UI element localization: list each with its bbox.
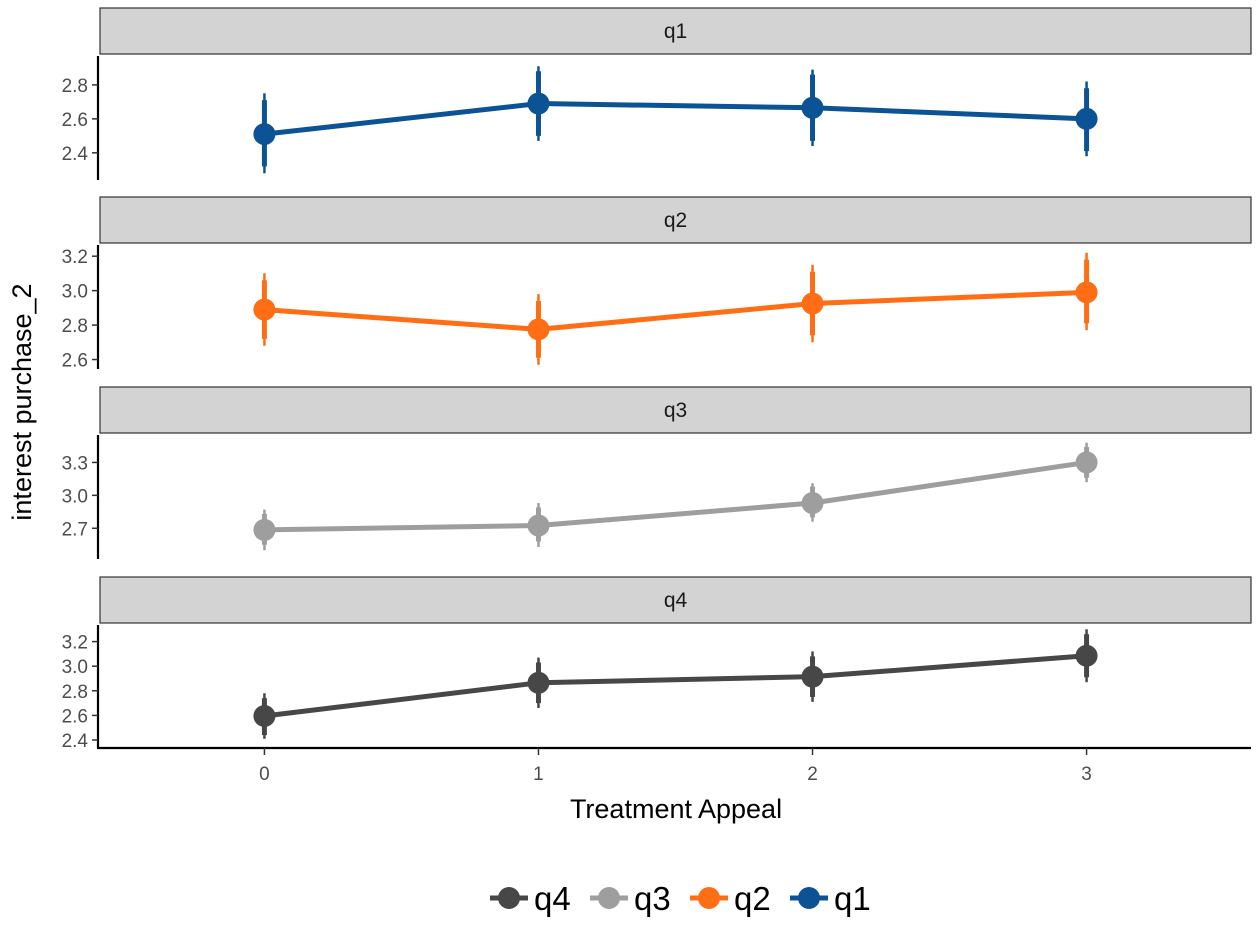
y-tick-label: 3.3 bbox=[62, 453, 88, 474]
x-axis-title: Treatment Appeal bbox=[570, 794, 782, 824]
legend-label: q3 bbox=[634, 880, 671, 917]
strip-label-q4: q4 bbox=[664, 589, 688, 612]
y-tick-label: 2.6 bbox=[62, 351, 88, 372]
data-point-q3 bbox=[527, 514, 550, 537]
strip-q4 bbox=[99, 576, 1252, 624]
legend-item-q4: q4 bbox=[490, 880, 571, 917]
series-line-q2 bbox=[264, 289, 1087, 332]
y-tick-label: 2.6 bbox=[62, 110, 88, 131]
data-point-q1 bbox=[1075, 107, 1098, 130]
y-tick-label: 3.2 bbox=[62, 247, 88, 268]
data-point-q4 bbox=[801, 665, 824, 688]
strip-q1 bbox=[99, 7, 1252, 55]
panel-q2: q2 2.6 2.8 3.0 3.2 bbox=[62, 196, 1252, 372]
y-tick-label: 2.8 bbox=[62, 682, 88, 703]
legend-item-q2: q2 bbox=[690, 880, 771, 917]
x-tick-label: 3 bbox=[1081, 764, 1092, 785]
data-point-q2 bbox=[527, 318, 550, 341]
legend-item-q1: q1 bbox=[790, 880, 871, 917]
series-line-q1 bbox=[264, 101, 1087, 137]
data-point-q1 bbox=[801, 96, 824, 119]
y-tick-label: 3.2 bbox=[62, 633, 88, 654]
y-tick-label: 2.6 bbox=[62, 706, 88, 727]
data-point-q4 bbox=[1075, 644, 1098, 667]
y-tick-label: 3.0 bbox=[62, 282, 88, 303]
y-tick-label: 2.7 bbox=[62, 519, 88, 540]
panel-q3: q3 2.7 3.0 3.3 bbox=[62, 386, 1252, 559]
series-line-q4 bbox=[264, 653, 1087, 719]
legend-key-point bbox=[598, 887, 620, 909]
legend-item-q3: q3 bbox=[590, 880, 671, 917]
x-tick-label: 1 bbox=[533, 764, 544, 785]
y-tick-label: 2.4 bbox=[62, 144, 89, 165]
legend-label: q2 bbox=[734, 880, 771, 917]
y-axis-title: interest purchase_2 bbox=[7, 283, 37, 520]
legend-label: q1 bbox=[834, 880, 871, 917]
data-point-q3 bbox=[801, 492, 824, 515]
data-point-q3 bbox=[1075, 451, 1098, 474]
panels: q1 2.4 2.6 2.8 q2 2.6 2.8 3.0 3.2 q3 2.7 3.0 3.3 q4 2.… bbox=[62, 7, 1252, 752]
data-point-q2 bbox=[1075, 281, 1098, 304]
strip-label-q2: q2 bbox=[664, 209, 687, 232]
x-tick-label: 2 bbox=[807, 764, 818, 785]
x-axis: 0 1 2 3 bbox=[97, 746, 1251, 785]
y-tick-label: 2.8 bbox=[62, 316, 88, 337]
strip-q3 bbox=[99, 386, 1252, 434]
x-tick-label: 0 bbox=[259, 764, 270, 785]
data-point-q2 bbox=[253, 298, 276, 321]
legend: q4 q3 q2 q1 bbox=[490, 880, 871, 917]
strip-label-q3: q3 bbox=[664, 399, 687, 422]
data-point-q4 bbox=[253, 705, 276, 728]
y-tick-label: 3.0 bbox=[62, 657, 88, 678]
legend-key-point bbox=[498, 887, 520, 909]
strip-label-q1: q1 bbox=[664, 20, 687, 43]
legend-key-point bbox=[698, 887, 720, 909]
panel-q1: q1 2.4 2.6 2.8 bbox=[62, 7, 1252, 180]
y-tick-label: 2.8 bbox=[62, 76, 88, 97]
data-point-q2 bbox=[801, 292, 824, 315]
strip-q2 bbox=[99, 196, 1252, 244]
data-point-q3 bbox=[253, 518, 276, 541]
panel-q4: q4 2.4 2.6 2.8 3.0 3.2 bbox=[62, 576, 1252, 752]
data-point-q1 bbox=[527, 92, 550, 115]
legend-key-point bbox=[798, 887, 820, 909]
y-tick-label: 2.4 bbox=[62, 731, 89, 752]
series-line-q3 bbox=[264, 459, 1087, 533]
legend-label: q4 bbox=[534, 880, 571, 917]
data-point-q1 bbox=[253, 123, 276, 146]
data-point-q4 bbox=[527, 671, 550, 694]
y-tick-label: 3.0 bbox=[62, 486, 88, 507]
